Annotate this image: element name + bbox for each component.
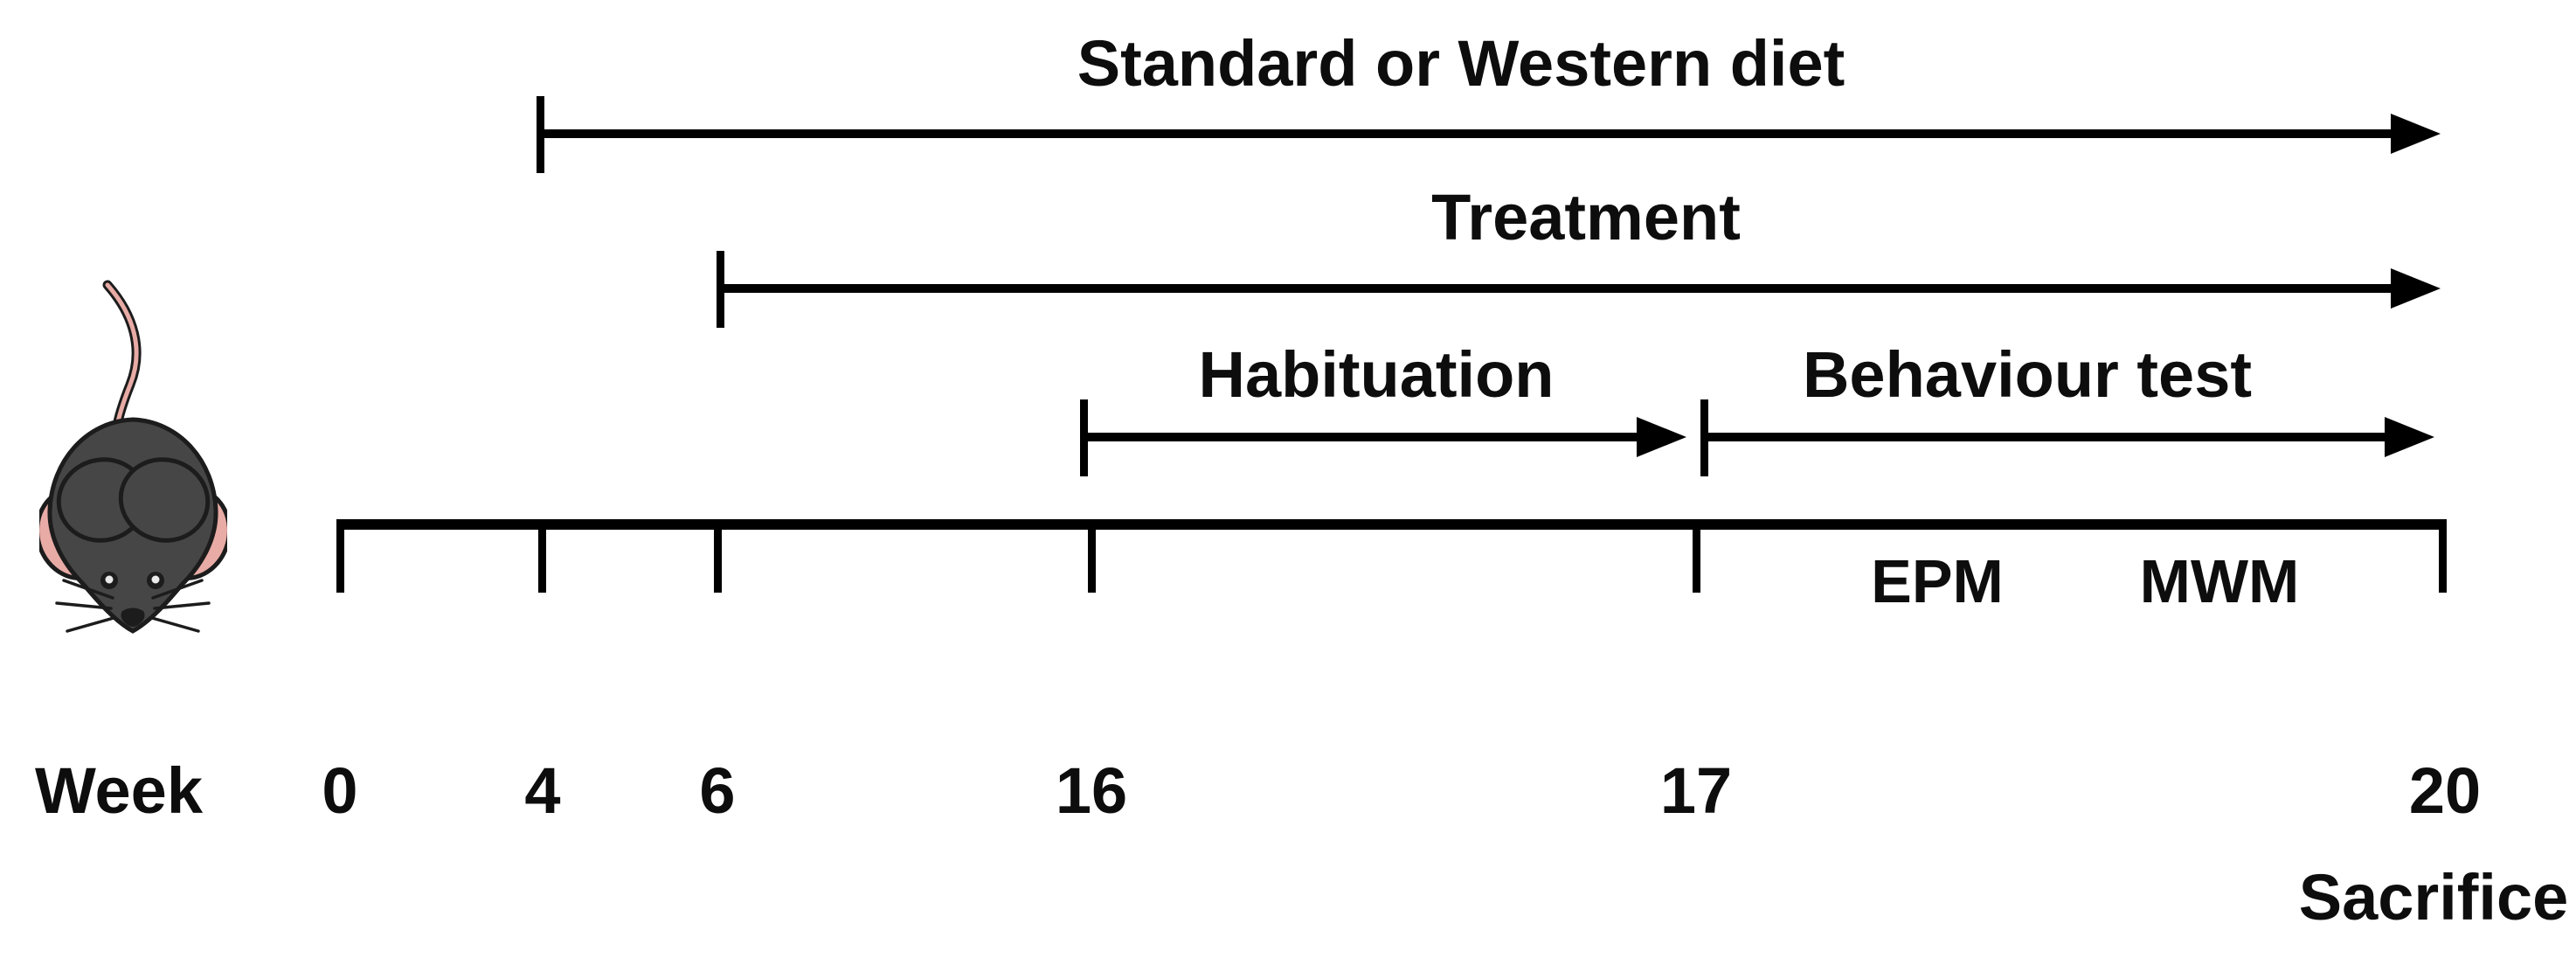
mouse-nose	[121, 607, 145, 627]
week-label-6: 6	[699, 754, 736, 827]
phase-label-behaviour-test: Behaviour test	[1802, 338, 2253, 411]
diet-arrow-line	[540, 129, 2392, 138]
test-label-mwm: MWM	[2139, 547, 2300, 615]
habituation-arrowhead-icon	[1637, 417, 1686, 457]
timeline-ruler	[336, 519, 2447, 530]
treatment-arrow-line	[720, 284, 2392, 293]
mouse-icon	[39, 280, 227, 634]
phase-label-diet: Standard or Western diet	[1077, 27, 1845, 100]
mouse-left-eye-glint	[105, 575, 114, 584]
ruler-tick-week-6	[714, 519, 722, 593]
mouse-right-ear-fold	[118, 457, 211, 543]
week-label-17: 17	[1659, 754, 1733, 827]
week-label-4: 4	[524, 754, 561, 827]
treatment-arrowhead-icon	[2391, 268, 2441, 309]
diet-arrowhead-icon	[2391, 114, 2441, 154]
ruler-tick-week-4	[538, 519, 546, 593]
behaviour-arrowhead-icon	[2385, 417, 2434, 457]
behaviour-arrow-line	[1704, 433, 2386, 441]
week-label-0: 0	[322, 754, 358, 827]
mouse-whiskers	[55, 579, 211, 633]
ruler-tick-week-16	[1088, 519, 1096, 593]
mouse-right-eye-glint	[151, 575, 160, 584]
week-label-20: 20	[2408, 754, 2482, 827]
ruler-tick-week-0	[336, 519, 344, 593]
ruler-tick-week-20	[2439, 519, 2447, 593]
test-label-epm: EPM	[1871, 547, 2004, 615]
phase-label-treatment: Treatment	[1431, 181, 1741, 253]
habituation-arrow-line	[1084, 433, 1638, 441]
phase-label-habituation: Habituation	[1198, 338, 1555, 411]
week-label-16: 16	[1055, 754, 1128, 827]
ruler-tick-week-17	[1693, 519, 1700, 593]
week-axis-label: Week	[35, 754, 203, 827]
endpoint-label-sacrifice: Sacrifice	[2298, 861, 2569, 934]
